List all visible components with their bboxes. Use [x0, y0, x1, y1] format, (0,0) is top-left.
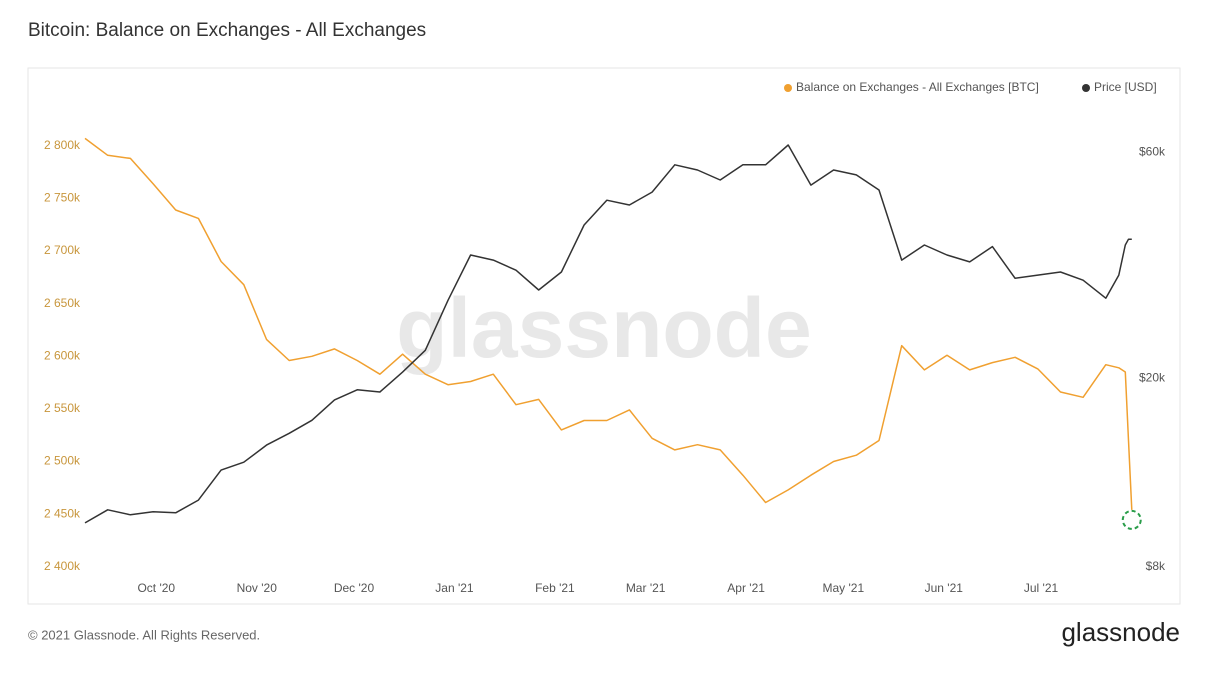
y-tick-label: 2 750k	[44, 191, 81, 205]
x-tick-label: May '21	[823, 581, 865, 595]
page-title: Bitcoin: Balance on Exchanges - All Exch…	[28, 20, 426, 41]
series-line	[84, 144, 1132, 524]
y-tick-label: 2 450k	[44, 506, 81, 520]
y2-tick-label: $60k	[1139, 144, 1166, 158]
y-tick-label: 2 550k	[44, 401, 81, 415]
highlight-circle	[1121, 509, 1142, 530]
x-tick-label: Nov '20	[237, 581, 278, 595]
y2-tick-label: $20k	[1139, 370, 1166, 384]
chart-frame	[27, 67, 1181, 605]
logo: glassnode	[1061, 617, 1180, 647]
x-tick-label: Mar '21	[626, 581, 666, 595]
copyright: © 2021 Glassnode. All Rights Reserved.	[28, 627, 260, 642]
series-line	[84, 137, 1133, 510]
y-tick-label: 2 500k	[44, 454, 81, 468]
y-tick-label: 2 600k	[44, 348, 81, 362]
x-tick-label: Jul '21	[1024, 581, 1059, 595]
x-tick-label: Jan '21	[435, 581, 474, 595]
x-tick-label: Dec '20	[334, 581, 375, 595]
legend-swatch	[1082, 84, 1090, 92]
x-tick-label: Jun '21	[925, 581, 964, 595]
watermark: glassnode	[396, 281, 811, 375]
y-tick-label: 2 700k	[44, 243, 81, 257]
legend-label: Balance on Exchanges - All Exchanges [BT…	[796, 80, 1039, 94]
y-tick-label: 2 650k	[44, 296, 81, 310]
y-tick-label: 2 800k	[44, 138, 81, 152]
legend-swatch	[784, 84, 792, 92]
x-tick-label: Oct '20	[137, 581, 175, 595]
y2-tick-label: $8k	[1146, 559, 1166, 573]
x-tick-label: Feb '21	[535, 581, 575, 595]
x-tick-label: Apr '21	[727, 581, 765, 595]
y-tick-label: 2 400k	[44, 559, 81, 573]
legend-label: Price [USD]	[1094, 80, 1157, 94]
